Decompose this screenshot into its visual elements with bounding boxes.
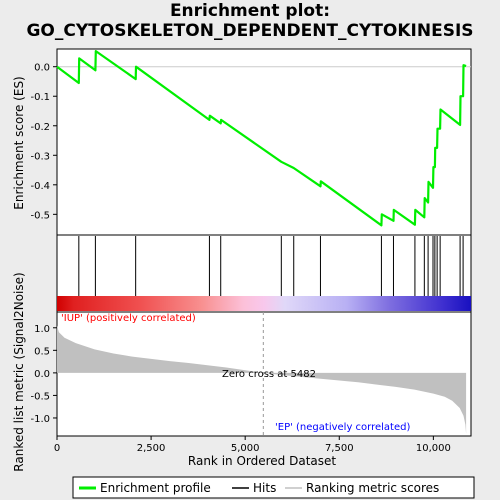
chart-title-line-1: Enrichment plot:: [169, 1, 331, 21]
ranking-color-bar: [57, 296, 471, 311]
es-y-tick-label: -0.3: [30, 151, 50, 162]
metric-y-axis-label: Ranked list metric (Signal2Noise): [12, 272, 26, 471]
zero-cross-label: Zero cross at 5482: [222, 369, 316, 380]
es-y-tick-label: 0.0: [34, 63, 50, 74]
hits-layer: [78, 236, 464, 296]
chart-title: Enrichment plot: GO_CYTOSKELETON_DEPENDE…: [0, 1, 500, 41]
es-y-axis-label: Enrichment score (ES): [12, 76, 26, 209]
metric-y-tick-label: -0.5: [30, 391, 50, 402]
enrichment-profile-line: [56, 49, 467, 227]
es-y-tick-label: -0.2: [30, 122, 50, 133]
ranking-metric-area: [57, 325, 467, 434]
x-tick-label: 5,000: [231, 443, 260, 454]
legend: Enrichment profile Hits Ranking metric s…: [72, 476, 475, 499]
x-axis-label: Rank in Ordered Dataset: [188, 454, 336, 468]
x-axis: 0 2,500 5,000 7,500 10,000: [54, 436, 451, 454]
metric-y-tick-label: 1.0: [34, 324, 50, 335]
es-y-tick-label: -0.1: [30, 92, 50, 103]
metric-y-tick-label: -1.0: [30, 414, 50, 425]
x-tick-label: 0: [54, 443, 60, 454]
positive-correlation-label: 'IUP' (positively correlated): [61, 313, 196, 324]
x-tick-label: 7,500: [325, 443, 354, 454]
es-y-tick-label: -0.4: [30, 181, 50, 192]
metric-y-axis: 1.0 0.5 0.0 -0.5 -1.0: [30, 324, 57, 425]
x-tick-label: 2,500: [137, 443, 166, 454]
chart-title-line-2: GO_CYTOSKELETON_DEPENDENT_CYTOKINESIS: [26, 21, 474, 41]
metric-y-tick-label: 0.5: [34, 346, 50, 357]
es-y-axis: 0.0 -0.1 -0.2 -0.3 -0.4 -0.5: [30, 63, 57, 221]
legend-enrichment-label: Enrichment profile: [100, 481, 211, 495]
legend-hits-label: Hits: [253, 481, 276, 495]
enrichment-profile-layer: [56, 49, 471, 227]
metric-panel: 1.0 0.5 0.0 -0.5 -1.0 'IUP' (positively corr…: [30, 311, 472, 437]
metric-y-tick-label: 0.0: [34, 369, 50, 380]
negative-correlation-label: 'EP' (negatively correlated): [275, 422, 410, 433]
es-panel: 0.0 -0.1 -0.2 -0.3 -0.4 -0.5: [30, 48, 472, 236]
x-tick-label: 10,000: [416, 443, 451, 454]
hits-panel: [56, 234, 472, 313]
es-y-tick-label: -0.5: [30, 210, 50, 221]
legend-box: [72, 476, 475, 499]
legend-metric-label: Ranking metric scores: [306, 481, 439, 495]
es-panel-frame: [56, 48, 472, 236]
ranking-metric-layer: [57, 312, 467, 436]
